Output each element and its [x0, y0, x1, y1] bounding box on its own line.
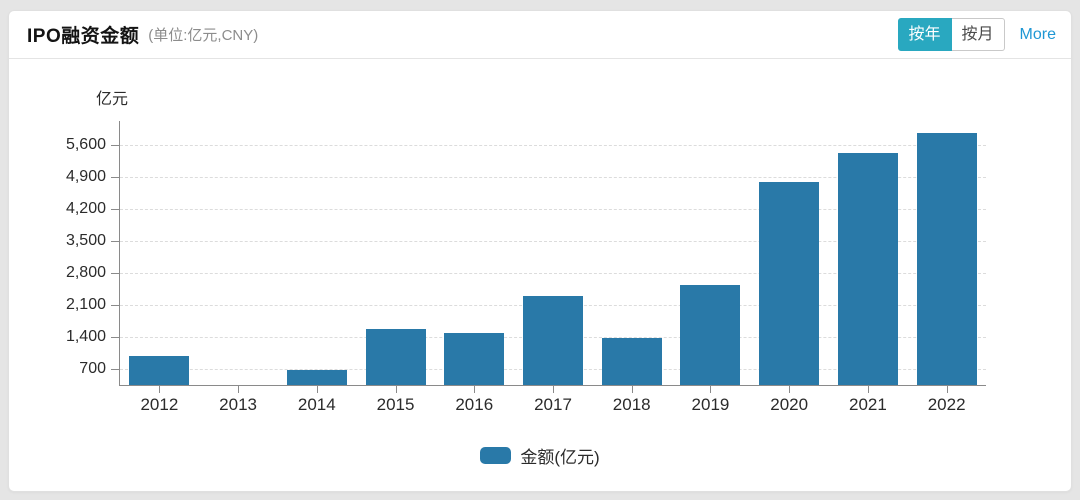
y-tick-mark	[111, 177, 120, 178]
gridline-3500	[120, 241, 986, 242]
y-tick-label-4900: 4,900	[65, 168, 106, 185]
x-tick-label-2012: 2012	[140, 395, 179, 414]
x-tick-label-2017: 2017	[534, 395, 572, 414]
gridline-4200	[120, 209, 986, 210]
gridline-2800	[120, 273, 986, 274]
x-tick-label-2020: 2020	[770, 395, 809, 414]
y-tick-label-2100: 2,100	[65, 296, 106, 313]
x-tick-label-2015: 2015	[376, 395, 415, 414]
y-tick-mark	[111, 337, 120, 338]
x-tick-label-2014: 2014	[297, 395, 336, 414]
y-tick-mark	[111, 209, 120, 210]
plot-area: 700 1,400 2,100 2,800 3,500 4,200 4,900 5,600 20…	[66, 121, 986, 414]
x-tick-label-2021: 2021	[848, 395, 887, 414]
x-tick-mark-2021	[867, 385, 869, 393]
x-tick-mark-2017	[553, 385, 554, 393]
legend-label: 金额(亿元)	[520, 448, 600, 467]
bar-2012[interactable]	[129, 355, 190, 385]
x-tick-label-2019: 2019	[691, 395, 730, 414]
toggle-by-month[interactable]: 按月	[951, 18, 1005, 51]
y-tick-mark	[111, 145, 120, 146]
y-tick-mark	[111, 273, 120, 274]
x-tick-mark-2012	[159, 385, 161, 393]
x-tick-mark-2014	[316, 385, 318, 393]
period-toggle-group: 按年 按月	[897, 18, 1005, 51]
y-tick-label-3500: 3,500	[65, 232, 106, 249]
legend-swatch	[480, 447, 512, 464]
x-tick-mark-2019	[710, 385, 712, 393]
bar-2019[interactable]	[680, 285, 741, 385]
more-link[interactable]: More	[1019, 25, 1056, 43]
x-tick-mark-2022	[946, 385, 948, 393]
y-tick-mark	[111, 241, 120, 242]
bar-2014[interactable]	[286, 370, 347, 385]
page-title: IPO融资金额	[27, 26, 140, 47]
y-tick-label-700: 700	[79, 360, 106, 377]
toggle-by-year[interactable]: 按年	[897, 18, 952, 51]
y-tick-label-1400: 1,400	[65, 328, 106, 345]
x-tick-label-2022: 2022	[927, 395, 966, 414]
bar-2017[interactable]	[523, 295, 583, 385]
bar-2020[interactable]	[759, 181, 820, 385]
x-tick-mark-2020	[789, 385, 791, 393]
y-tick-label-2800: 2,800	[65, 264, 106, 281]
bar-2015[interactable]	[365, 328, 426, 385]
gridline-5600	[120, 145, 986, 146]
x-tick-label-2016: 2016	[455, 395, 494, 414]
y-axis-unit-label: 亿元	[96, 91, 129, 108]
x-tick-mark-2018	[631, 385, 633, 393]
bar-2022[interactable]	[916, 132, 977, 385]
gridline-4900	[120, 177, 986, 178]
x-tick-label-2013: 2013	[219, 395, 257, 414]
y-tick-label-5600: 5,600	[65, 136, 106, 153]
x-tick-label-2018: 2018	[612, 395, 651, 414]
legend-item[interactable]: 金额(亿元)	[9, 443, 1071, 468]
x-tick-mark-2016	[474, 385, 476, 393]
x-tick-mark-2013	[238, 385, 240, 393]
bar-2016[interactable]	[444, 332, 505, 385]
card-header: IPO融资金额 (单位:亿元,CNY) 按年 按月 More	[9, 11, 1071, 59]
y-tick-mark	[111, 305, 120, 306]
y-tick-mark	[111, 369, 120, 370]
title-unit-note: (单位:亿元,CNY)	[148, 27, 259, 44]
bar-2018[interactable]	[601, 338, 662, 385]
y-tick-label-4200: 4,200	[65, 200, 106, 217]
ipo-financing-card: IPO融资金额 (单位:亿元,CNY) 按年 按月 More 亿元 700 1,4…	[8, 10, 1072, 492]
chart-area: 亿元 700 1,400 2,100 2,800 3,500 4,200 4,900 5,60…	[9, 59, 1071, 492]
bar-2021[interactable]	[837, 152, 898, 385]
x-tick-mark-2015	[395, 385, 397, 393]
